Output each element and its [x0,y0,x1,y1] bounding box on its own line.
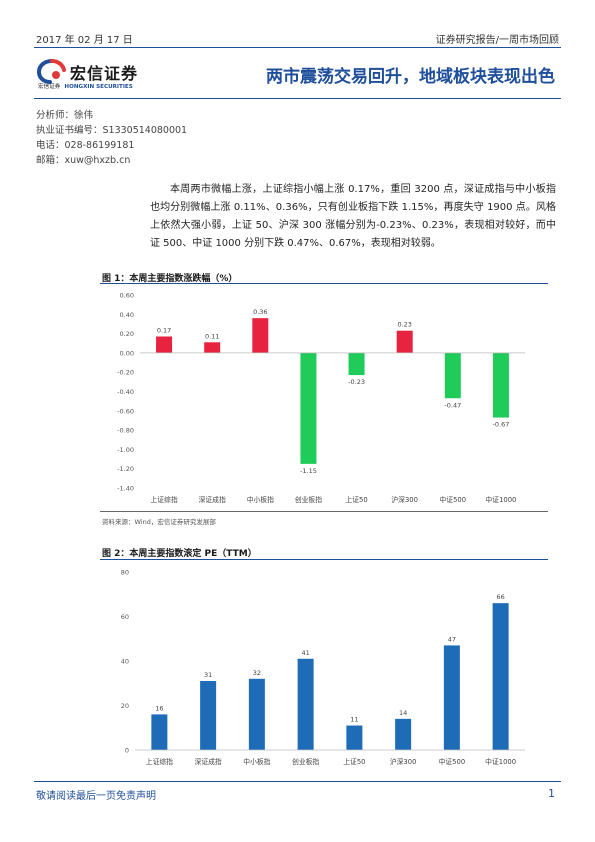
y-tick-label: -0.80 [117,427,134,435]
y-tick-label: 20 [121,702,129,710]
y-tick-label: 0.40 [120,311,134,319]
y-tick-label: 80 [121,569,129,577]
x-category-label: 上证50 [345,495,367,504]
chart-bar [395,718,412,750]
page-number: 1 [548,787,555,800]
bar-value-label: -0.67 [493,421,510,429]
y-tick-label: -1.00 [117,446,134,454]
bar-value-label: 32 [253,669,261,677]
x-category-label: 中小板指 [243,757,270,766]
y-tick-label: 60 [121,613,129,621]
chart-bar [348,352,365,376]
report-title: 两市震荡交易回升，地域板块表现出色 [266,67,555,87]
title-rule [34,98,561,99]
bar-value-label: 14 [399,709,407,717]
x-category-label: 中小板指 [247,495,274,504]
y-tick-label: 0.60 [120,292,134,300]
bar-value-label: 16 [155,704,163,712]
y-tick-label: -1.20 [117,465,134,473]
chart-bar [396,330,413,353]
chart-bar [492,352,509,418]
bar-value-label: 41 [301,649,309,657]
report-type: 证券研究报告/一周市场回顾 [435,35,559,46]
chart-bar [204,342,221,353]
logo-sub-en: HONGXIN SECURITIES [64,84,133,90]
footer-rule [34,781,561,782]
x-category-label: 沪深300 [390,757,417,766]
x-category-label: 创业板指 [292,757,319,766]
bar-value-label: -0.47 [444,401,461,409]
chart-bar [151,714,168,750]
figure2-chart: 80 60 40 20 0 16 上证综指 31 深证成指 32 中小板指 41 创业板指 11 上证50 1… [121,569,525,766]
figure1-chart: 0.60 0.40 0.20 0.00 -0.20 -0.40 -0.60 -0.80 -1.0… [117,292,525,504]
chart-bar [297,658,314,750]
analyst-phone: 电话：028-86199181 [36,140,135,151]
x-category-label: 中证1000 [485,757,516,766]
analyst-name: 分析师：徐伟 [36,110,94,121]
x-category-label: 上证50 [343,757,365,766]
company-logo: 宏信证券 宏信证券 HONGXIN SECURITIES [36,57,161,91]
y-tick-label: -0.20 [117,369,134,377]
bar-value-label: -0.23 [348,378,365,386]
y-tick-label: -0.40 [117,388,134,396]
bar-value-label: 47 [448,635,456,643]
x-category-label: 中证1000 [485,495,516,504]
y-tick-label: 0 [125,747,129,755]
report-date: 2017 年 02 月 17 日 [36,35,133,46]
y-tick-label: 0.20 [120,330,134,338]
chart-bar [443,645,460,750]
analyst-license: 执业证书编号：S1330514080001 [36,125,188,136]
bar-value-label: 31 [204,671,212,679]
x-category-label: 上证综指 [146,757,173,766]
figure1-title: 图 1：本周主要指数涨跌幅（%） [102,274,238,284]
logo-sub-cn: 宏信证券 [38,84,61,90]
logo-subtitle: 宏信证券 HONGXIN SECURITIES [38,82,133,90]
x-category-label: 创业板指 [295,495,322,504]
bar-value-label: 0.36 [253,308,267,316]
y-tick-label: -0.60 [117,407,134,415]
header-rule [34,47,561,48]
bar-value-label: 11 [350,716,358,724]
chart-bar [444,352,461,399]
x-category-label: 中证500 [439,757,466,766]
x-category-label: 深证成指 [199,495,226,504]
figure2-top-rule [100,559,548,560]
x-category-label: 沪深300 [391,495,418,504]
figure1-top-rule [100,283,548,284]
y-tick-label: -1.40 [117,485,134,493]
x-category-label: 上证综指 [150,495,177,504]
summary-paragraph: 本周两市微幅上涨，上证综指小幅上涨 0.17%，重回 3200 点，深证成指与中… [150,184,556,249]
disclaimer-link[interactable]: 敬请阅读最后一页免责声明 [36,791,156,802]
chart-bar [248,678,265,750]
bar-value-label: -1.15 [300,467,317,475]
x-category-label: 中证500 [440,495,467,504]
chart-bar [252,318,269,353]
chart-bar [156,336,173,353]
figure1-bottom-rule [100,511,548,512]
chart-bar [346,725,363,750]
y-tick-label: 40 [121,658,129,666]
logo-name: 宏信证券 [70,64,139,83]
chart-bar [300,352,317,464]
x-category-label: 深证成指 [195,757,222,766]
bar-value-label: 0.23 [397,321,411,329]
chart-bar [200,681,217,750]
bar-value-label: 0.11 [205,332,219,340]
chart-bar [492,603,509,750]
analyst-email[interactable]: 邮箱：xuw@hxzb.cn [36,155,131,166]
y-tick-label: 0.00 [120,349,134,357]
bar-value-label: 0.17 [157,326,171,334]
bar-value-label: 66 [496,593,504,601]
figure2-title: 图 2：本周主要指数滚定 PE（TTM） [102,549,257,559]
figure1-source: 资料来源：Wind，宏信证券研究发展部 [102,518,216,526]
logo-mark-icon [36,59,66,84]
